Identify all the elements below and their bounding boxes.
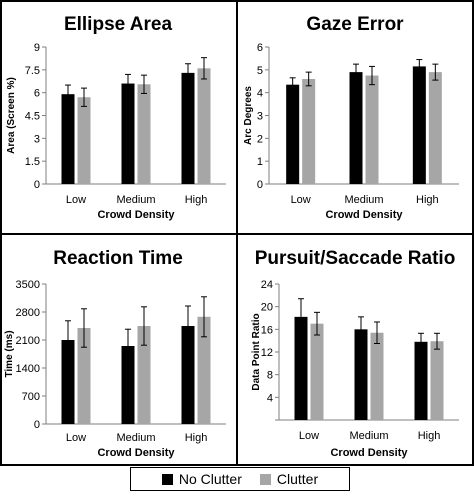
legend-item-no-clutter: No Clutter bbox=[161, 471, 242, 487]
y-axis-label: Data Point Ratio bbox=[251, 313, 262, 390]
x-axis-label: Crowd Density bbox=[325, 209, 403, 221]
bar-no-clutter bbox=[121, 346, 135, 424]
y-tick-label: 6 bbox=[257, 42, 263, 54]
y-tick-label: 24 bbox=[261, 279, 273, 291]
legend-item-clutter: Clutter bbox=[259, 471, 319, 487]
bar-clutter bbox=[197, 316, 211, 424]
y-tick-label: 3 bbox=[257, 111, 263, 123]
bar-clutter bbox=[430, 341, 444, 420]
bar-clutter bbox=[302, 78, 316, 184]
x-tick-label: Medium bbox=[344, 194, 383, 206]
bar-clutter bbox=[137, 84, 151, 184]
legend-swatch-clutter bbox=[259, 473, 271, 485]
legend-label-no-clutter: No Clutter bbox=[178, 471, 242, 487]
x-tick-label: Low bbox=[299, 430, 319, 442]
y-axis-label: Time (ms) bbox=[4, 330, 15, 377]
bar-clutter bbox=[197, 68, 211, 184]
chart-panel-2: Gaze Error 0 1 2 3 4 5 6 Arc Degrees Low Medium Hig… bbox=[243, 14, 459, 221]
y-axis-label: Area (Screen %) bbox=[6, 77, 17, 154]
y-tick-label: 700 bbox=[22, 391, 40, 403]
y-tick-label: 6 bbox=[34, 88, 40, 100]
bar-no-clutter bbox=[294, 316, 308, 420]
legend-swatch-no-clutter bbox=[161, 473, 173, 485]
x-axis-label: Crowd Density bbox=[97, 209, 175, 221]
bar-clutter bbox=[365, 75, 379, 184]
x-tick-label: High bbox=[418, 430, 441, 442]
y-tick-label: 1 bbox=[257, 156, 263, 168]
y-tick-label: 12 bbox=[261, 347, 273, 359]
bar-no-clutter bbox=[181, 326, 195, 424]
bar-clutter bbox=[77, 97, 91, 184]
x-tick-label: High bbox=[416, 194, 439, 206]
x-tick-label: Medium bbox=[116, 432, 155, 444]
chart-title: Pursuit/Saccade Ratio bbox=[255, 248, 456, 269]
bar-no-clutter bbox=[414, 341, 428, 420]
x-tick-label: Medium bbox=[116, 194, 155, 206]
x-tick-label: High bbox=[185, 194, 208, 206]
chart-title: Gaze Error bbox=[306, 14, 404, 35]
y-tick-label: 3 bbox=[34, 133, 40, 145]
chart-panel-1: Ellipse Area 0 1.5 3 4.5 6 7.5 9 Area (Screen %)… bbox=[6, 14, 226, 221]
y-tick-label: 1.5 bbox=[25, 156, 40, 168]
x-tick-label: High bbox=[185, 432, 208, 444]
chart-panel-3: Reaction Time 0 700 1400 2100 2800 3500 Time (m… bbox=[4, 248, 226, 459]
x-tick-label: Low bbox=[66, 432, 86, 444]
bar-no-clutter bbox=[412, 66, 426, 184]
x-tick-label: Low bbox=[291, 194, 311, 206]
bar-clutter bbox=[370, 332, 384, 420]
x-axis-label: Crowd Density bbox=[330, 447, 408, 459]
y-tick-label: 0 bbox=[34, 419, 40, 431]
y-tick-label: 20 bbox=[261, 302, 273, 314]
y-tick-label: 0 bbox=[257, 179, 263, 191]
y-tick-label: 2800 bbox=[16, 307, 40, 319]
y-tick-label: 3500 bbox=[16, 279, 40, 291]
bar-no-clutter bbox=[121, 83, 135, 184]
y-tick-label: 0 bbox=[34, 179, 40, 191]
bar-no-clutter bbox=[181, 72, 195, 184]
chart-title: Ellipse Area bbox=[64, 14, 173, 35]
chart-panel-4: Pursuit/Saccade Ratio 4 8 12 16 20 24 Data Poin… bbox=[251, 248, 459, 459]
bar-clutter bbox=[310, 323, 324, 420]
bar-no-clutter bbox=[349, 72, 363, 184]
y-tick-label: 9 bbox=[34, 42, 40, 54]
y-tick-label: 5 bbox=[257, 65, 263, 77]
legend: No Clutter Clutter bbox=[130, 467, 350, 491]
y-tick-label: 4 bbox=[267, 392, 273, 404]
y-tick-label: 1400 bbox=[16, 363, 40, 375]
bar-no-clutter bbox=[61, 340, 75, 424]
y-tick-label: 2100 bbox=[16, 335, 40, 347]
x-tick-label: Medium bbox=[349, 430, 388, 442]
y-tick-label: 16 bbox=[261, 324, 273, 336]
x-tick-label: Low bbox=[66, 194, 86, 206]
y-tick-label: 4 bbox=[257, 88, 263, 100]
x-axis-label: Crowd Density bbox=[97, 447, 175, 459]
bar-clutter bbox=[137, 326, 151, 424]
legend-label-clutter: Clutter bbox=[276, 471, 319, 487]
chart-title: Reaction Time bbox=[53, 248, 183, 269]
bar-no-clutter bbox=[286, 84, 300, 184]
y-tick-label: 4.5 bbox=[25, 111, 40, 123]
y-tick-label: 8 bbox=[267, 370, 273, 382]
bar-clutter bbox=[428, 72, 442, 184]
y-axis-label: Arc Degrees bbox=[243, 86, 254, 145]
y-tick-label: 7.5 bbox=[25, 65, 40, 77]
bar-clutter bbox=[77, 328, 91, 424]
bar-no-clutter bbox=[354, 329, 368, 420]
bar-no-clutter bbox=[61, 94, 75, 184]
y-tick-label: 2 bbox=[257, 133, 263, 145]
